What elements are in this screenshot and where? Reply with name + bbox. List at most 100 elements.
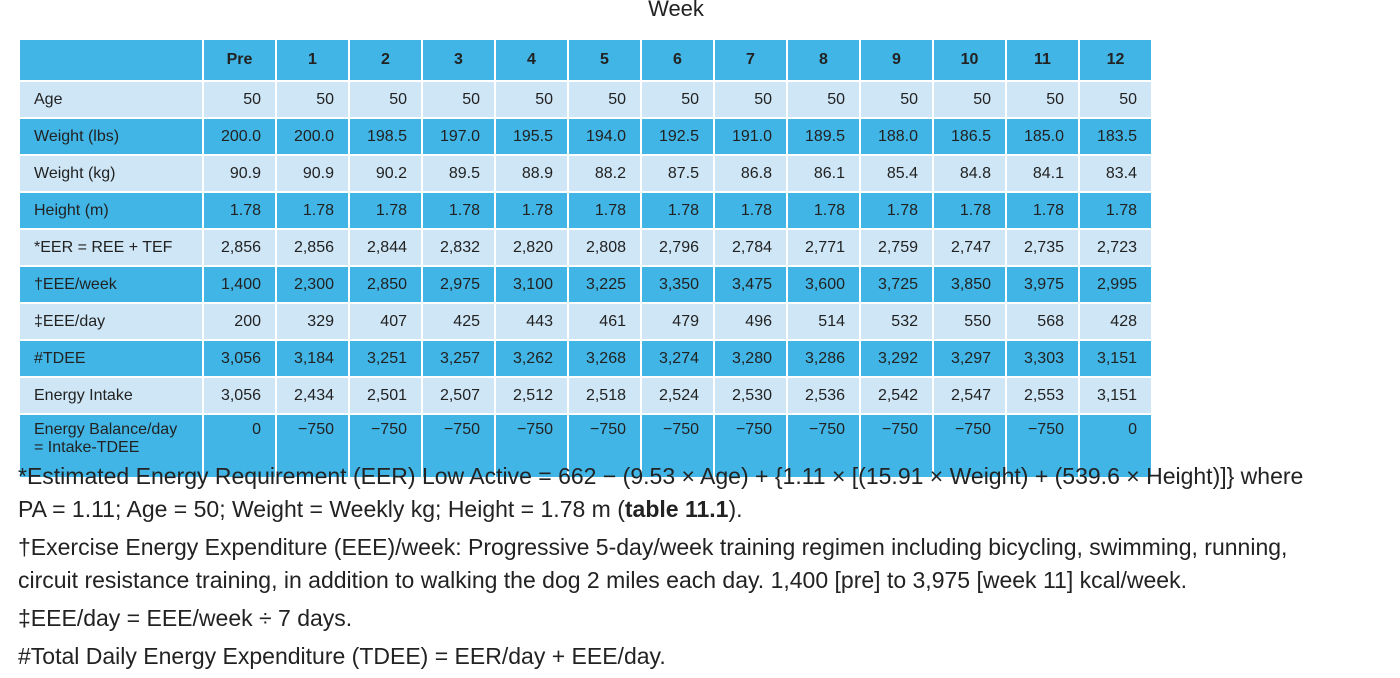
cell: 550: [932, 302, 1007, 341]
row-label: †EEE/week: [18, 265, 204, 304]
cell: −750: [494, 413, 569, 479]
cell: 1.78: [421, 191, 496, 230]
footnote-bold: table 11.1: [624, 496, 729, 522]
cell: 2,300: [275, 265, 350, 304]
table-row: Weight (kg) 90.9 90.9 90.2 89.5 88.9 88.2 87.5 8…: [18, 154, 1153, 193]
cell: 200: [202, 302, 277, 341]
corner-cell: [18, 38, 204, 82]
footnote: †Exercise Energy Expenditure (EEE)/week:…: [18, 534, 1288, 593]
cell: 1.78: [932, 191, 1007, 230]
cell: 3,975: [1005, 265, 1080, 304]
cell: 194.0: [567, 117, 642, 156]
footnotes: *Estimated Energy Requirement (EER) Low …: [18, 460, 1318, 678]
cell: 0: [1078, 413, 1153, 479]
cell: −750: [348, 413, 423, 479]
cell: −750: [786, 413, 861, 479]
cell: 568: [1005, 302, 1080, 341]
cell: 1.78: [786, 191, 861, 230]
row-label: *EER = REE + TEF: [18, 228, 204, 267]
column-header: 2: [348, 38, 423, 82]
cell: 3,286: [786, 339, 861, 378]
caption: Week: [648, 0, 704, 21]
cell: 3,100: [494, 265, 569, 304]
column-header: 9: [859, 38, 934, 82]
row-label: Energy Balance/day = Intake-TDEE: [18, 413, 204, 479]
cell: 2,771: [786, 228, 861, 267]
cell: 3,725: [859, 265, 934, 304]
cell: 2,553: [1005, 376, 1080, 415]
cell: 3,268: [567, 339, 642, 378]
table-row: #TDEE 3,056 3,184 3,251 3,257 3,262 3,268 3,274…: [18, 339, 1153, 378]
row-label: #TDEE: [18, 339, 204, 378]
cell: 428: [1078, 302, 1153, 341]
cell: −750: [275, 413, 350, 479]
cell: 183.5: [1078, 117, 1153, 156]
table-row: Energy Balance/day = Intake-TDEE 0 −750 −75…: [18, 413, 1153, 479]
column-header: 4: [494, 38, 569, 82]
table-row: Energy Intake 3,056 2,434 2,501 2,507 2,512 2,…: [18, 376, 1153, 415]
table-row: Weight (lbs) 200.0 200.0 198.5 197.0 195.5 194…: [18, 117, 1153, 156]
cell: 88.9: [494, 154, 569, 193]
footnote: *Estimated Energy Requirement (EER) Low …: [18, 460, 1318, 526]
cell: 532: [859, 302, 934, 341]
cell: 90.9: [202, 154, 277, 193]
cell: 50: [494, 80, 569, 119]
cell: 0: [202, 413, 277, 479]
cell: 198.5: [348, 117, 423, 156]
cell: 3,350: [640, 265, 715, 304]
cell: −750: [859, 413, 934, 479]
cell: 2,536: [786, 376, 861, 415]
cell: 2,784: [713, 228, 788, 267]
cell: 2,995: [1078, 265, 1153, 304]
cell: 2,850: [348, 265, 423, 304]
header-row: Pre 1 2 3 4 5 6 7 8 9 10 11 12: [18, 38, 1153, 82]
table-row: Age 50 50 50 50 50 50 50 50 50 50 50 50 50: [18, 80, 1153, 119]
cell: 1,400: [202, 265, 277, 304]
cell: 195.5: [494, 117, 569, 156]
table-row: *EER = REE + TEF 2,856 2,856 2,844 2,832 2,82…: [18, 228, 1153, 267]
cell: 2,501: [348, 376, 423, 415]
cell: 1.78: [640, 191, 715, 230]
cell: 2,547: [932, 376, 1007, 415]
cell: 50: [932, 80, 1007, 119]
column-header: 7: [713, 38, 788, 82]
cell: 50: [713, 80, 788, 119]
cell: 3,056: [202, 376, 277, 415]
footnote: ‡EEE/day = EEE/week ÷ 7 days.: [18, 605, 353, 631]
cell: 2,747: [932, 228, 1007, 267]
cell: 87.5: [640, 154, 715, 193]
column-header: 3: [421, 38, 496, 82]
row-label: Energy Intake: [18, 376, 204, 415]
column-header: 1: [275, 38, 350, 82]
cell: 50: [202, 80, 277, 119]
cell: 200.0: [202, 117, 277, 156]
cell: 84.8: [932, 154, 1007, 193]
cell: 2,735: [1005, 228, 1080, 267]
cell: 3,292: [859, 339, 934, 378]
cell: 1.78: [1078, 191, 1153, 230]
cell: 2,530: [713, 376, 788, 415]
table-row: ‡EEE/day 200 329 407 425 443 461 479 496 514 532 55…: [18, 302, 1153, 341]
cell: −750: [932, 413, 1007, 479]
cell: 50: [859, 80, 934, 119]
cell: 3,850: [932, 265, 1007, 304]
footnote-text: *Estimated Energy Requirement (EER) Low …: [18, 463, 1304, 522]
cell: 2,975: [421, 265, 496, 304]
cell: 479: [640, 302, 715, 341]
cell: 50: [1078, 80, 1153, 119]
cell: −750: [1005, 413, 1080, 479]
cell: 2,524: [640, 376, 715, 415]
cell: 3,056: [202, 339, 277, 378]
cell: 1.78: [202, 191, 277, 230]
cell: 2,796: [640, 228, 715, 267]
cell: 3,297: [932, 339, 1007, 378]
cell: 3,225: [567, 265, 642, 304]
cell: 85.4: [859, 154, 934, 193]
cell: 197.0: [421, 117, 496, 156]
column-header: 12: [1078, 38, 1153, 82]
column-header: 6: [640, 38, 715, 82]
cell: 496: [713, 302, 788, 341]
cell: 2,512: [494, 376, 569, 415]
cell: 2,507: [421, 376, 496, 415]
